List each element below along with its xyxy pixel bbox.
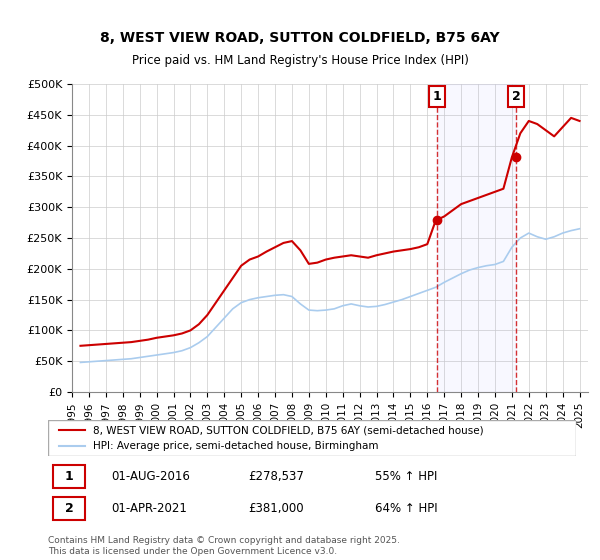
Text: 55% ↑ HPI: 55% ↑ HPI bbox=[376, 470, 438, 483]
FancyBboxPatch shape bbox=[53, 465, 85, 488]
Text: 8, WEST VIEW ROAD, SUTTON COLDFIELD, B75 6AY (semi-detached house): 8, WEST VIEW ROAD, SUTTON COLDFIELD, B75… bbox=[93, 425, 484, 435]
Text: £278,537: £278,537 bbox=[248, 470, 305, 483]
Text: 2: 2 bbox=[65, 502, 73, 515]
Text: 64% ↑ HPI: 64% ↑ HPI bbox=[376, 502, 438, 515]
FancyBboxPatch shape bbox=[48, 420, 576, 456]
Text: HPI: Average price, semi-detached house, Birmingham: HPI: Average price, semi-detached house,… bbox=[93, 441, 379, 451]
Text: 2: 2 bbox=[512, 90, 520, 103]
Text: £381,000: £381,000 bbox=[248, 502, 304, 515]
Text: 1: 1 bbox=[433, 90, 442, 103]
Text: 1: 1 bbox=[65, 470, 73, 483]
Text: 01-AUG-2016: 01-AUG-2016 bbox=[112, 470, 190, 483]
Text: Contains HM Land Registry data © Crown copyright and database right 2025.
This d: Contains HM Land Registry data © Crown c… bbox=[48, 536, 400, 556]
Text: 8, WEST VIEW ROAD, SUTTON COLDFIELD, B75 6AY: 8, WEST VIEW ROAD, SUTTON COLDFIELD, B75… bbox=[100, 31, 500, 45]
Bar bbox=[437, 84, 516, 392]
Text: Price paid vs. HM Land Registry's House Price Index (HPI): Price paid vs. HM Land Registry's House … bbox=[131, 54, 469, 67]
FancyBboxPatch shape bbox=[53, 497, 85, 520]
Text: 01-APR-2021: 01-APR-2021 bbox=[112, 502, 187, 515]
